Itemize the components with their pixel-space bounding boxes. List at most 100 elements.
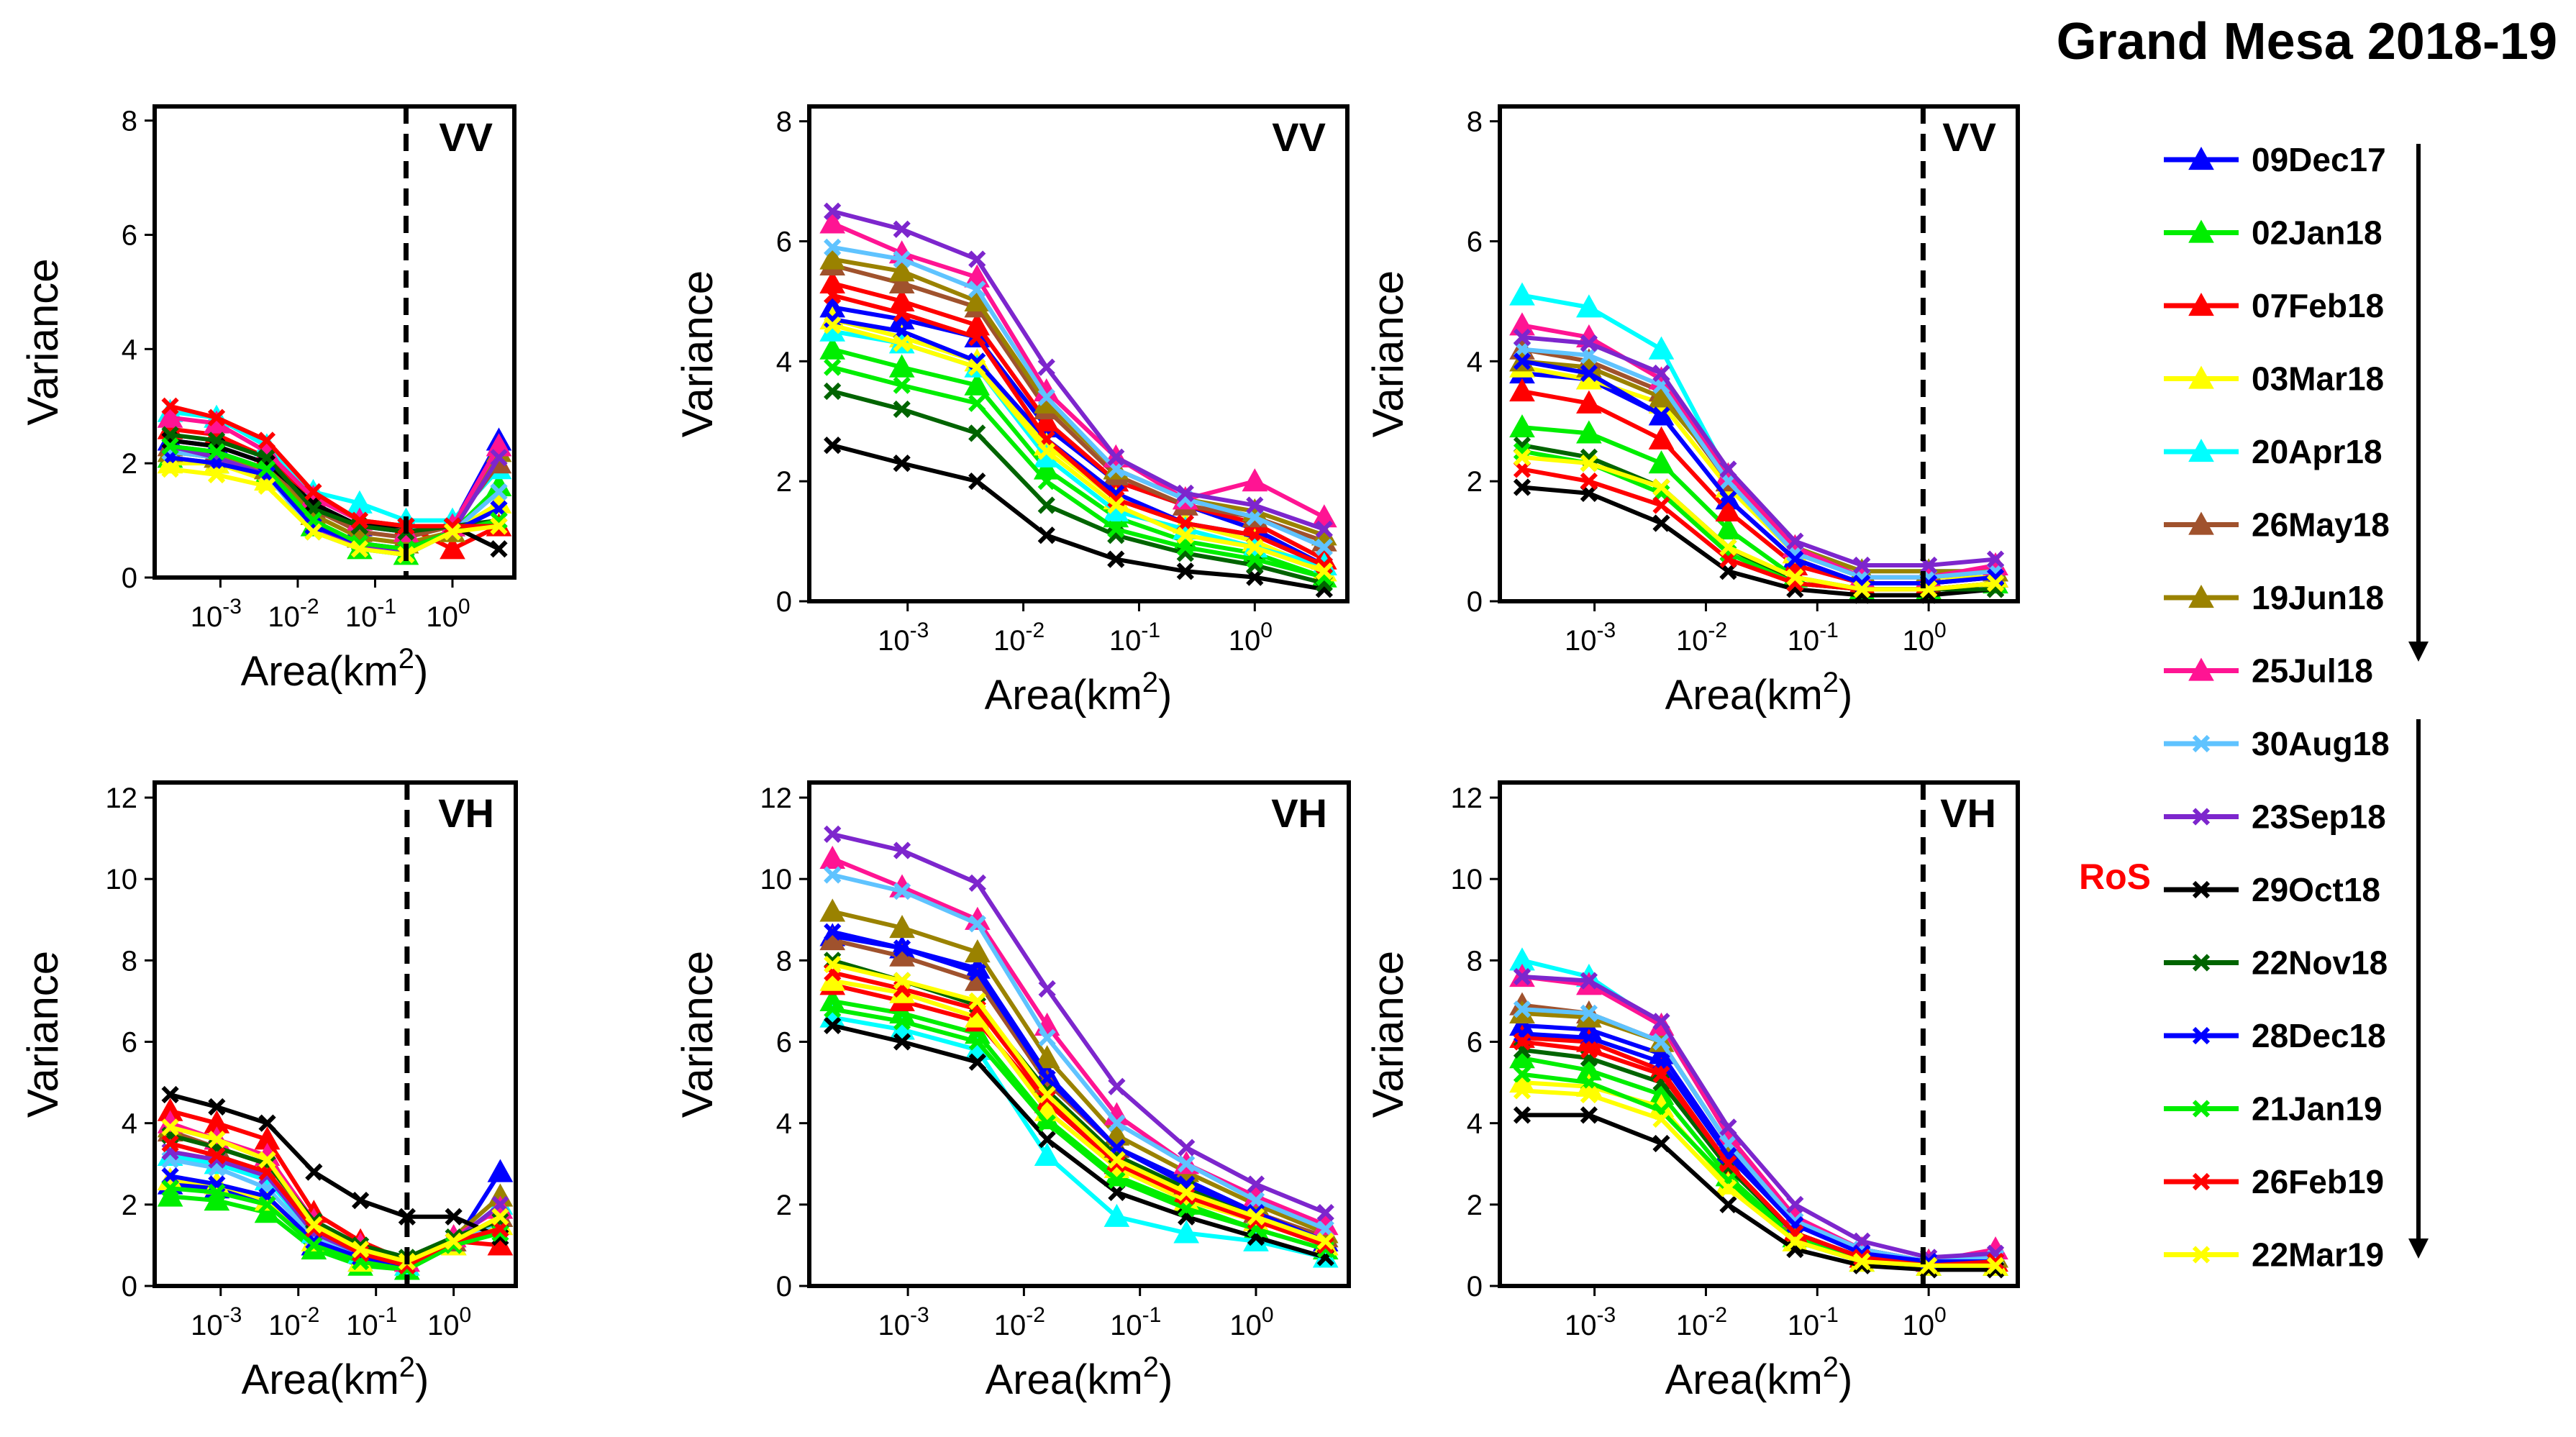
series-22Mar19 <box>824 316 1333 580</box>
marker-26Feb19 <box>893 304 911 322</box>
marker-26Feb19 <box>207 409 226 426</box>
series-line-29Oct18 <box>1521 1113 1996 1272</box>
panel-frame <box>1498 104 2020 603</box>
series-line-29Oct18 <box>169 1092 501 1239</box>
marker-21Jan19 <box>1038 1114 1056 1132</box>
marker-28Dec18 <box>1652 406 1670 424</box>
y-tick-label: 12 <box>760 783 793 814</box>
arrow-2018-head <box>2408 642 2429 662</box>
legend-label-21Jan19: 21Jan19 <box>2252 1090 2382 1128</box>
figure-title: Grand Mesa 2018-19 <box>2057 13 2557 70</box>
panel-4: 0 2 4 6 8 10 12 10-3 10-2 10-1 100 Area(km2) Varianc… <box>19 780 518 1403</box>
arrow-2019-head <box>2408 1238 2429 1259</box>
marker-26Feb19 <box>968 328 986 347</box>
marker-23Sep18 <box>824 825 842 844</box>
marker-29Oct18 <box>1652 514 1670 532</box>
marker-23Sep18 <box>968 250 986 268</box>
marker-02Jan18 <box>1576 420 1602 444</box>
marker-22Mar19 <box>1786 1232 1804 1250</box>
series-29Oct18 <box>824 1016 1334 1267</box>
marker-23Sep18 <box>1580 972 1598 990</box>
y-tick-label: 8 <box>1467 106 1483 138</box>
marker-26Feb19 <box>1719 1155 1737 1173</box>
y-tick-label: 0 <box>776 586 792 618</box>
marker-22Mar19 <box>161 1118 179 1136</box>
series-line-29Oct18 <box>1521 485 1996 598</box>
y-tick-label: 4 <box>776 1108 792 1140</box>
y-tick-label: 8 <box>1467 945 1483 977</box>
series-line-30Aug18 <box>832 245 1326 549</box>
marker-22Mar19 <box>1719 538 1737 557</box>
panel-frame <box>807 780 1351 1288</box>
marker-07Feb18 <box>1715 498 1742 521</box>
panel-frame <box>1498 780 2020 1288</box>
panel-6: 0 2 4 6 8 10 12 10-3 10-2 10-1 100 Area(km2) Varianc… <box>1364 780 2020 1403</box>
marker-26Feb19 <box>208 1146 226 1165</box>
marker-02Jan18 <box>888 354 915 378</box>
marker-23Sep18 <box>1513 967 1532 986</box>
legend-item-20Apr18: 20Apr18 <box>2164 433 2382 470</box>
marker-30Aug18 <box>1315 538 1333 557</box>
x-tick-label: 100 <box>426 595 470 633</box>
marker-22Mar19 <box>1107 496 1125 514</box>
x-tick-label: 100 <box>1229 619 1273 657</box>
marker-25Jul18 <box>2188 657 2214 681</box>
marker-22Mar19 <box>491 1208 509 1226</box>
marker-23Sep18 <box>1652 1013 1670 1031</box>
marker-22Mar19 <box>1038 1085 1056 1104</box>
marker-23Sep18 <box>1108 1077 1126 1095</box>
marker-22Mar19 <box>893 334 911 352</box>
panel-frame <box>153 780 518 1288</box>
marker-25Jul18 <box>157 404 183 428</box>
marker-20Apr18 <box>1576 294 1602 318</box>
polarization-label: VH <box>438 790 494 836</box>
legend-item-22Nov18: 22Nov18 <box>2164 944 2388 982</box>
marker-29Oct18 <box>1580 1106 1598 1124</box>
x-axis-label: Area(km2) <box>1665 667 1853 718</box>
y-axis-label: Variance <box>19 951 67 1118</box>
series-line-22Mar19 <box>170 467 499 557</box>
marker-23Sep18 <box>1247 1175 1265 1193</box>
marker-29Oct18 <box>1513 1106 1532 1124</box>
marker-26Feb19 <box>1513 1033 1532 1051</box>
marker-22Mar19 <box>1513 448 1532 466</box>
x-axis-label: Area(km2) <box>242 1351 429 1403</box>
y-tick-label: 4 <box>1467 346 1483 378</box>
marker-30Aug18 <box>1580 1004 1598 1023</box>
legend-label-02Jan18: 02Jan18 <box>2252 214 2382 252</box>
series-29Oct18 <box>824 436 1333 598</box>
x-tick-label: 10-2 <box>1676 619 1727 657</box>
marker-28Dec18 <box>893 939 911 957</box>
y-tick-label: 0 <box>1467 586 1483 618</box>
marker-21Jan19 <box>1037 473 1055 491</box>
marker-30Aug18 <box>490 483 508 501</box>
marker-22Mar19 <box>1853 580 1871 598</box>
series-line-25Jul18 <box>831 221 1326 519</box>
marker-23Sep18 <box>1315 520 1333 539</box>
marker-07Feb18 <box>1509 378 1535 402</box>
series-line-21Jan19 <box>170 1186 501 1272</box>
marker-07Feb18 <box>440 536 465 560</box>
y-tick-label: 4 <box>776 346 792 378</box>
series-line-22Mar19 <box>832 323 1325 574</box>
y-tick-label: 8 <box>776 945 792 977</box>
x-tick-label: 10-3 <box>878 619 929 657</box>
series-line-22Nov18 <box>832 389 1325 585</box>
marker-22Mar19 <box>968 358 986 376</box>
marker-26May18 <box>888 270 915 293</box>
series-23Sep18 <box>824 825 1334 1222</box>
marker-22Mar19 <box>1580 455 1598 473</box>
x-tick-label: 10-2 <box>994 1303 1045 1341</box>
series-line-22Mar19 <box>832 962 1326 1244</box>
marker-21Jan19 <box>824 1000 842 1018</box>
marker-26Feb19 <box>161 1134 179 1153</box>
marker-23Sep18 <box>1107 448 1125 466</box>
marker-02Jan18 <box>2188 219 2214 243</box>
legend-label-26May18: 26May18 <box>2252 506 2390 544</box>
marker-29Oct18 <box>824 1016 842 1034</box>
marker-22Mar19 <box>305 1216 323 1234</box>
marker-22Mar19 <box>1719 1180 1737 1198</box>
x-tick-label: 10-1 <box>1109 619 1160 657</box>
marker-30Aug18 <box>1652 1033 1670 1051</box>
series-line-28Dec18 <box>832 929 1326 1244</box>
